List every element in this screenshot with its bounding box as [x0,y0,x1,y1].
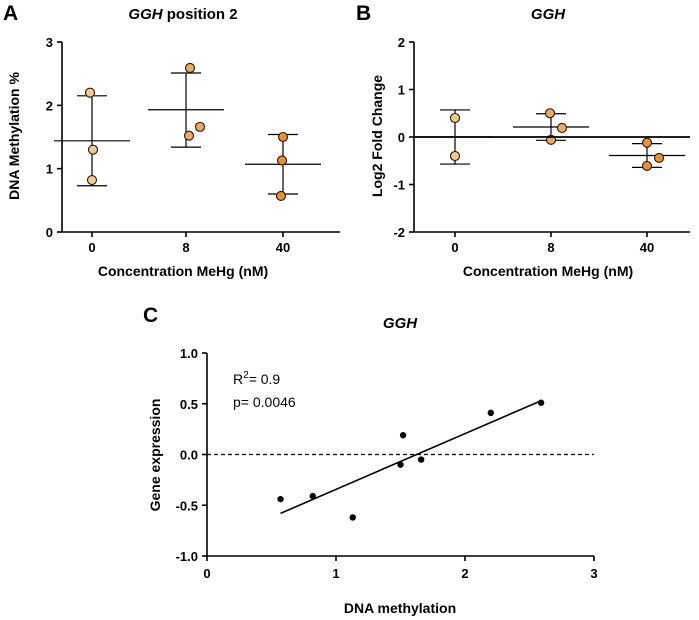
chart-c-point [397,461,404,468]
chart-c-point [349,514,356,521]
chart-b-y-tick-label: -2 [393,225,405,240]
chart-c-r2-annotation: R2= 0.9 [233,370,280,387]
chart-a-ylabel: DNA Methylation % [6,72,22,200]
chart-b-x-tick-label: 40 [640,240,654,255]
chart-c-ylabel: Gene expression [147,399,163,512]
chart-c-y-tick-label: -0.5 [176,498,198,513]
chart-b-point [556,122,568,134]
chart-c-p-annotation: p= 0.0046 [233,394,296,410]
chart-a-point [87,144,99,155]
chart-a-plot: 0 1 2 3 0 8 40 [46,35,340,255]
chart-c-point [277,495,284,503]
chart-b-plot: -2 -1 0 1 2 0 8 40 [393,35,690,255]
chart-a-x-tick-label: 8 [182,240,189,255]
chart-b-point [449,112,461,124]
chart-b-y-tick-label: 2 [398,35,405,50]
panel-b: B GGH Log2 Fold Change Concentration MeH… [356,2,690,279]
chart-a-point [84,87,96,98]
chart-c-plot: -1.0 -0.5 0.0 0.5 1.0 0 1 2 3 [176,346,598,581]
chart-c-x-tick-label: 2 [461,566,468,581]
chart-c-x-tick-label: 0 [203,566,210,581]
chart-b-point [544,108,556,119]
chart-a-point [194,121,206,132]
chart-a-x-tick-label: 40 [276,240,290,255]
chart-b-x-tick-label: 0 [451,240,458,255]
chart-c-title-gene: GGH [383,315,418,332]
chart-c-point [309,492,316,500]
panel-label-c: C [143,304,158,327]
chart-a-point [184,62,196,74]
chart-b-x-tick-label: 8 [547,240,554,255]
chart-b-point [641,160,653,172]
chart-a-x-tick-label: 0 [88,240,95,255]
chart-a-title: GGH position 2 [128,6,237,23]
chart-b-title-gene: GGH [531,6,566,23]
chart-b-point [653,152,665,163]
chart-c-y-tick-label: 0.0 [180,448,198,463]
chart-a-y-tick-label: 0 [46,225,53,240]
chart-c-point [537,399,545,406]
chart-a-point [183,130,195,141]
chart-b-y-tick-label: -1 [393,178,405,193]
chart-c-xlabel: DNA methylation [344,600,456,616]
chart-c-r2-superscript: 2 [243,370,249,381]
chart-c-r2-prefix: R [233,371,243,387]
chart-b-point [449,150,461,162]
chart-b-xlabel: Concentration MeHg (nM) [463,263,633,279]
chart-a-title-gene: GGH [128,6,163,23]
chart-b-ylabel: Log2 Fold Change [369,75,385,197]
chart-c-point [399,432,407,439]
chart-c-x-tick-label: 1 [332,566,339,581]
panel-c: C GGH Gene expression DNA methylation R2… [143,304,598,616]
chart-c-point [417,456,425,463]
chart-a-xlabel: Concentration MeHg (nM) [98,263,268,279]
chart-a-point [276,155,288,166]
panel-a: A GGH position 2 DNA Methylation % Conce… [3,2,340,279]
chart-a-point [275,190,287,201]
panel-label-b: B [356,2,371,25]
chart-c-y-tick-label: -1.0 [176,549,198,564]
chart-c-y-tick-label: 0.5 [180,397,198,412]
chart-a-point [277,131,289,143]
chart-c-r2-value: = 0.9 [249,371,281,387]
chart-c-regression-line [280,399,542,515]
chart-a-point [86,175,98,186]
chart-a-y-tick-label: 3 [46,35,53,50]
chart-a-title-rest: position 2 [163,6,238,23]
chart-a-y-tick-label: 2 [46,98,53,113]
panel-label-a: A [3,2,18,25]
chart-b-y-tick-label: 1 [398,83,405,98]
chart-b-y-tick-label: 0 [398,130,405,145]
chart-c-point [487,409,494,417]
chart-a-y-tick-label: 1 [46,162,53,177]
chart-c-title: GGH [383,315,418,332]
chart-c-x-tick-label: 3 [590,566,597,581]
chart-b-point [641,137,653,148]
chart-b-title: GGH [531,6,566,23]
chart-c-y-tick-label: 1.0 [180,346,198,361]
